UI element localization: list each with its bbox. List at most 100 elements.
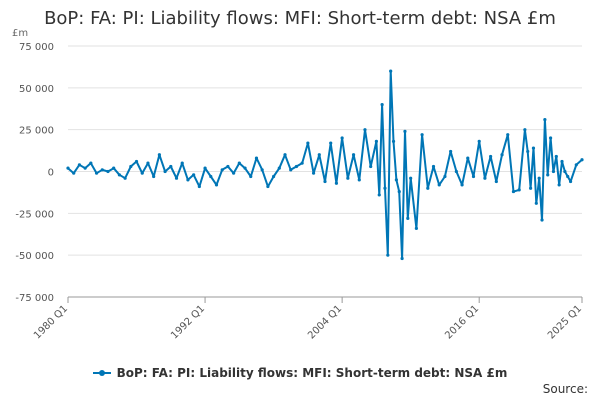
data-point[interactable]	[420, 133, 424, 137]
data-point[interactable]	[260, 168, 264, 172]
data-point[interactable]	[377, 193, 381, 197]
data-point[interactable]	[100, 168, 104, 172]
data-point[interactable]	[323, 179, 327, 184]
data-point[interactable]	[283, 153, 287, 157]
data-point[interactable]	[186, 178, 190, 182]
data-point[interactable]	[277, 166, 281, 170]
data-point[interactable]	[306, 141, 310, 145]
data-point[interactable]	[311, 171, 316, 175]
data-point[interactable]	[346, 176, 350, 180]
data-point[interactable]	[117, 173, 121, 177]
data-point[interactable]	[363, 128, 367, 132]
data-point[interactable]	[243, 166, 247, 170]
data-point[interactable]	[123, 176, 127, 180]
data-point[interactable]	[209, 174, 213, 179]
data-point[interactable]	[489, 154, 493, 159]
data-point[interactable]	[529, 186, 533, 190]
data-point[interactable]	[334, 181, 339, 185]
data-point[interactable]	[557, 183, 561, 187]
data-point[interactable]	[83, 166, 87, 170]
data-point[interactable]	[526, 149, 530, 154]
data-point[interactable]	[517, 188, 521, 192]
data-point[interactable]	[351, 153, 356, 157]
data-point[interactable]	[106, 169, 110, 174]
data-point[interactable]	[294, 164, 299, 169]
data-point[interactable]	[426, 186, 430, 190]
data-point[interactable]	[511, 189, 516, 194]
data-point[interactable]	[551, 169, 556, 174]
data-point[interactable]	[400, 256, 404, 261]
data-point[interactable]	[523, 128, 527, 132]
data-point[interactable]	[403, 129, 407, 133]
data-point[interactable]	[531, 146, 536, 150]
data-point[interactable]	[454, 169, 458, 174]
data-point[interactable]	[152, 174, 156, 179]
data-point[interactable]	[374, 139, 378, 143]
data-point[interactable]	[460, 183, 464, 187]
data-point[interactable]	[437, 183, 441, 187]
data-point[interactable]	[431, 164, 436, 169]
data-point[interactable]	[72, 171, 76, 175]
data-point[interactable]	[543, 118, 547, 122]
data-point[interactable]	[546, 173, 550, 177]
data-point[interactable]	[580, 158, 584, 162]
data-point[interactable]	[394, 178, 398, 182]
data-point[interactable]	[554, 154, 558, 159]
data-point[interactable]	[406, 216, 410, 220]
data-point[interactable]	[129, 164, 133, 169]
data-point[interactable]	[386, 253, 390, 257]
data-point[interactable]	[560, 159, 564, 164]
data-point[interactable]	[140, 171, 144, 175]
data-point[interactable]	[483, 176, 487, 180]
data-point[interactable]	[169, 164, 173, 169]
data-point[interactable]	[289, 168, 293, 172]
data-point[interactable]	[197, 184, 201, 189]
data-point[interactable]	[389, 69, 393, 73]
data-point[interactable]	[380, 102, 384, 107]
data-point[interactable]	[506, 133, 510, 137]
data-point[interactable]	[566, 174, 570, 179]
data-point[interactable]	[220, 168, 224, 172]
data-point[interactable]	[66, 166, 70, 170]
legend[interactable]: BoP: FA: PI: Liability flows: MFI: Short…	[0, 366, 600, 380]
data-point[interactable]	[540, 218, 544, 222]
data-point[interactable]	[163, 169, 167, 174]
data-point[interactable]	[94, 171, 99, 175]
data-point[interactable]	[414, 226, 418, 230]
data-point[interactable]	[357, 178, 361, 182]
data-point[interactable]	[383, 186, 387, 190]
data-point[interactable]	[548, 136, 553, 140]
data-point[interactable]	[449, 149, 453, 154]
data-point[interactable]	[272, 174, 276, 179]
data-point[interactable]	[329, 141, 333, 145]
data-point[interactable]	[226, 164, 230, 169]
data-point[interactable]	[249, 174, 253, 179]
data-point[interactable]	[466, 156, 470, 160]
data-point[interactable]	[340, 136, 344, 140]
data-point[interactable]	[112, 166, 116, 170]
data-point[interactable]	[409, 176, 413, 180]
data-point[interactable]	[192, 173, 196, 177]
data-point[interactable]	[574, 163, 578, 167]
data-point[interactable]	[254, 156, 259, 160]
data-point[interactable]	[494, 179, 498, 184]
data-point[interactable]	[89, 161, 93, 165]
data-point[interactable]	[391, 139, 396, 143]
data-point[interactable]	[477, 139, 481, 143]
data-point[interactable]	[537, 176, 541, 180]
data-point[interactable]	[568, 179, 573, 184]
data-point[interactable]	[77, 163, 82, 167]
data-point[interactable]	[300, 161, 304, 165]
data-point[interactable]	[563, 169, 567, 174]
data-point[interactable]	[317, 153, 321, 157]
data-point[interactable]	[146, 161, 150, 165]
data-point[interactable]	[443, 174, 447, 179]
data-point[interactable]	[397, 189, 401, 194]
data-point[interactable]	[500, 153, 504, 157]
data-point[interactable]	[471, 174, 476, 179]
data-point[interactable]	[134, 159, 139, 164]
data-point[interactable]	[266, 184, 270, 189]
data-point[interactable]	[214, 183, 219, 187]
data-point[interactable]	[369, 164, 373, 169]
data-point[interactable]	[180, 161, 184, 165]
